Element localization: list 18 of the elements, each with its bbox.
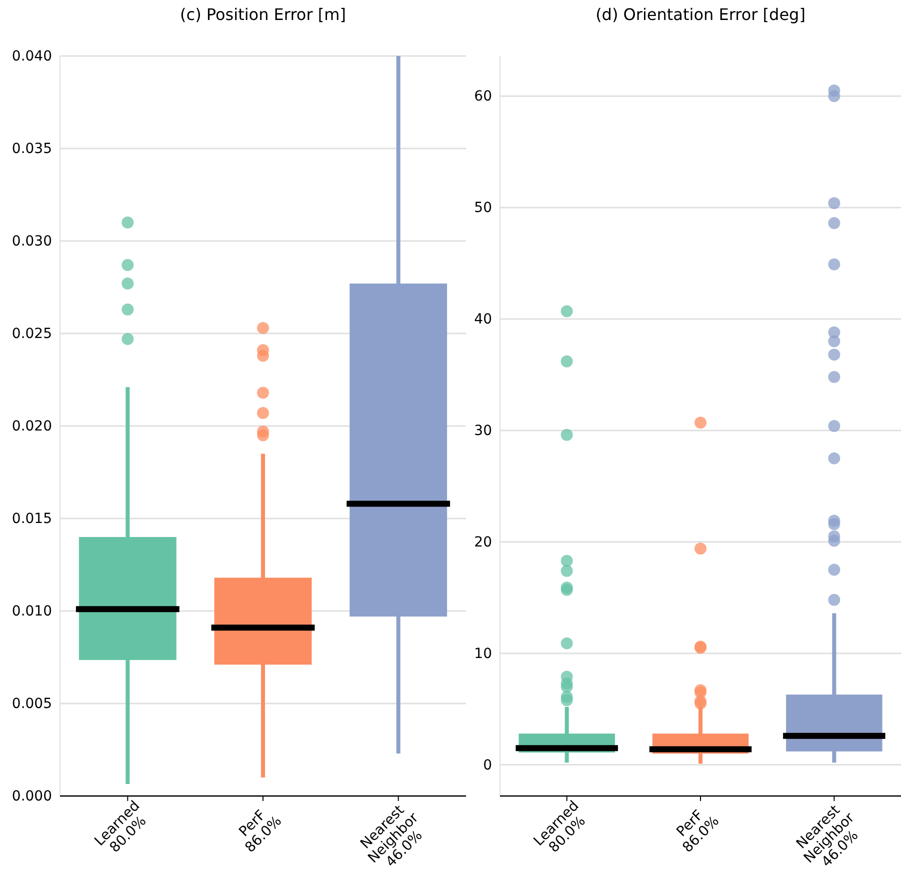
chart-title: (c) Position Error [m] [180,5,346,24]
y-tick-label: 60 [474,88,492,105]
y-tick-label: 50 [474,200,492,216]
chart-title: (d) Orientation Error [deg] [596,5,806,24]
y-tick-label: 0.035 [12,140,52,157]
y-tick-label: 40 [474,311,492,328]
y-tick-label: 0.010 [12,603,52,620]
y-tick-label: 10 [474,646,492,662]
y-tick-label: 0.025 [12,326,52,342]
y-tick-label: 0.005 [12,696,52,712]
y-tick-label: 0.000 [12,788,52,804]
y-tick-label: 20 [474,534,492,550]
y-tick-label: 30 [474,422,492,439]
y-tick-label: 0 [483,757,492,774]
y-tick-label: 0.040 [12,48,52,64]
y-tick-label: 0.020 [12,418,52,434]
y-tick-label: 0.015 [12,510,52,527]
y-tick-label: 0.030 [12,233,52,250]
